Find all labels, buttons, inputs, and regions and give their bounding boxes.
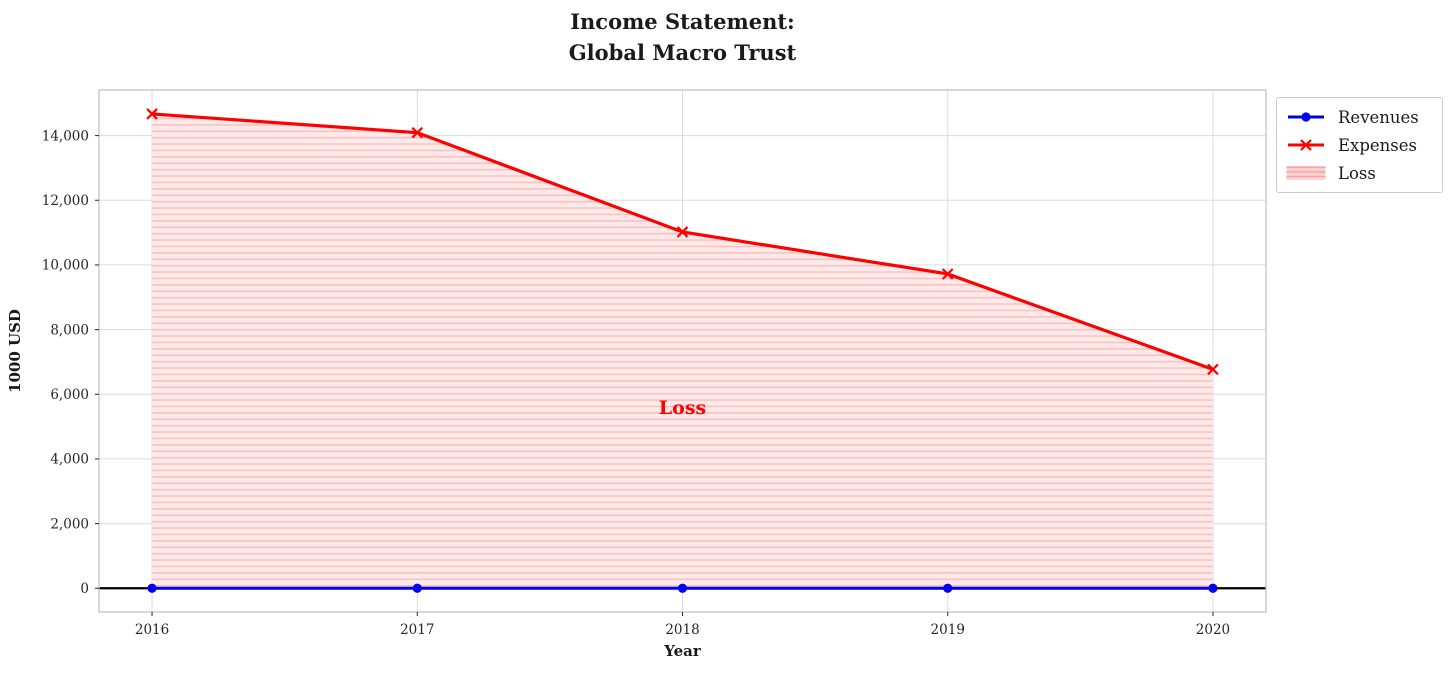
legend: Revenues Expenses Loss (1276, 97, 1443, 193)
revenues-circle-marker (412, 583, 422, 593)
loss-hatch-sample (1286, 166, 1326, 180)
legend-item-revenues: Revenues (1286, 106, 1433, 128)
y-tick-label: 14,000 (42, 128, 89, 144)
x-axis-label: Year (664, 642, 701, 660)
circle-marker-icon (1301, 112, 1311, 122)
revenues-circle-marker (147, 583, 157, 593)
axis-ticks: 2016 2017 2018 2019 2020 0 2,000 4,000 6,000 8,00… (42, 128, 1230, 638)
legend-label-expenses: Expenses (1338, 135, 1418, 155)
revenues-circle-marker (677, 583, 688, 593)
y-tick-label: 6,000 (50, 387, 89, 403)
x-tick-label: 2017 (400, 622, 434, 638)
y-tick-label: 8,000 (50, 322, 89, 338)
revenues-circle-marker (1208, 583, 1218, 593)
y-tick-label: 10,000 (42, 258, 89, 274)
chart-title: Income Statement: Global Macro Trust (568, 9, 797, 65)
legend-label-loss: Loss (1338, 163, 1376, 183)
y-tick-label: 4,000 (50, 452, 89, 468)
x-tick-label: 2020 (1196, 622, 1230, 638)
expenses-x-marker (146, 108, 158, 120)
expenses-x-marker (1207, 363, 1219, 376)
loss-area (152, 113, 1213, 589)
y-tick-label: 2,000 (50, 516, 89, 532)
expenses-x-marker (941, 268, 954, 280)
expenses-legend-swatch (1288, 139, 1324, 151)
x-tick-label: 2016 (135, 622, 169, 638)
expenses-x-marker (676, 226, 689, 238)
legend-item-expenses: Expenses (1286, 134, 1433, 156)
revenues-circle-marker (943, 583, 953, 593)
expenses-series (146, 108, 1219, 376)
loss-annotation: Loss (658, 397, 707, 419)
legend-item-loss: Loss (1286, 162, 1433, 184)
y-tick-label: 12,000 (42, 193, 89, 209)
x-marker-icon (1300, 139, 1312, 151)
revenues-legend-swatch (1288, 112, 1324, 122)
y-tick-label: 0 (80, 581, 89, 597)
x-tick-label: 2019 (931, 622, 965, 638)
x-tick-label: 2018 (665, 622, 699, 638)
legend-label-revenues: Revenues (1338, 107, 1419, 127)
revenues-series (147, 583, 1218, 593)
expenses-x-marker (411, 126, 424, 139)
loss-legend-swatch (1286, 166, 1326, 180)
